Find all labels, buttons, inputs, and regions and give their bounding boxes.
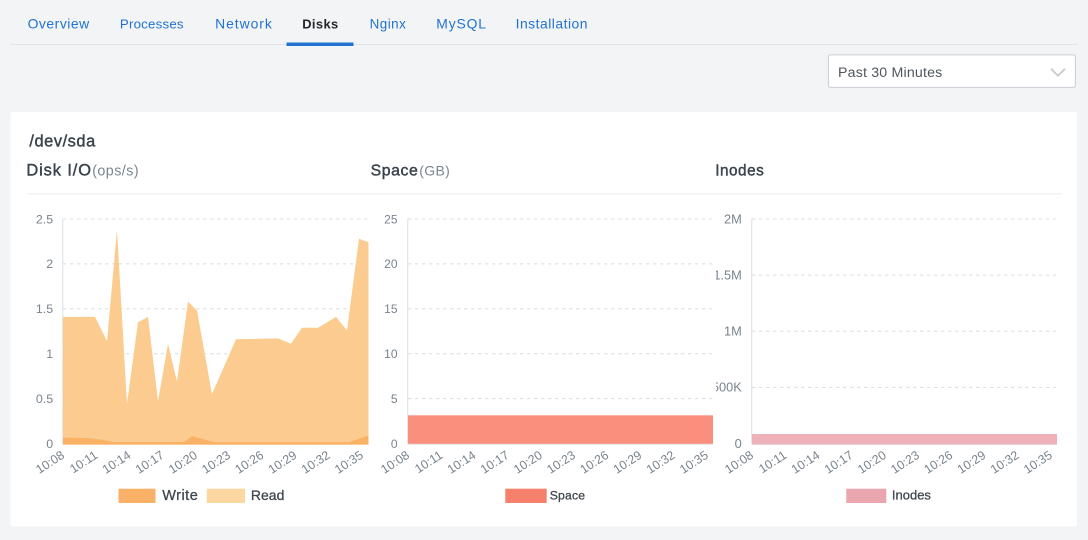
svg-text:1.5M: 1.5M: [713, 267, 741, 282]
svg-text:25: 25: [384, 212, 398, 226]
svg-text:/dev/sda: /dev/sda: [29, 133, 96, 151]
svg-text:1M: 1M: [724, 324, 742, 339]
svg-text:Inodes: Inodes: [715, 163, 764, 180]
svg-text:Disk I/O: Disk I/O: [26, 162, 91, 180]
svg-text:0: 0: [735, 436, 742, 451]
svg-text:5: 5: [391, 392, 398, 406]
svg-text:Network: Network: [215, 16, 273, 32]
svg-text:Processes: Processes: [120, 17, 184, 32]
svg-text:MySQL: MySQL: [436, 16, 487, 32]
svg-text:(ops/s): (ops/s): [92, 164, 139, 180]
svg-text:10: 10: [384, 347, 398, 361]
svg-text:2.5: 2.5: [36, 212, 53, 226]
svg-text:Disks: Disks: [302, 17, 338, 32]
svg-text:500K: 500K: [712, 380, 742, 395]
svg-text:Write: Write: [162, 488, 198, 504]
svg-text:1.5: 1.5: [36, 302, 53, 316]
svg-text:Nginx: Nginx: [370, 17, 407, 32]
svg-text:15: 15: [384, 302, 398, 316]
svg-text:0: 0: [391, 437, 398, 451]
svg-text:Space: Space: [550, 489, 586, 503]
svg-text:1: 1: [46, 347, 53, 361]
svg-text:2M: 2M: [724, 211, 742, 226]
svg-text:Space: Space: [371, 163, 419, 180]
svg-text:Past 30 Minutes: Past 30 Minutes: [838, 65, 942, 81]
svg-text:2: 2: [46, 257, 53, 271]
svg-text:Installation: Installation: [516, 16, 588, 32]
svg-text:Read: Read: [251, 487, 284, 503]
svg-text:(GB): (GB): [419, 163, 450, 179]
svg-text:Inodes: Inodes: [892, 488, 932, 503]
svg-text:Overview: Overview: [28, 16, 91, 32]
svg-text:0.5: 0.5: [36, 392, 53, 406]
svg-text:0: 0: [46, 437, 53, 451]
svg-text:20: 20: [384, 257, 398, 271]
